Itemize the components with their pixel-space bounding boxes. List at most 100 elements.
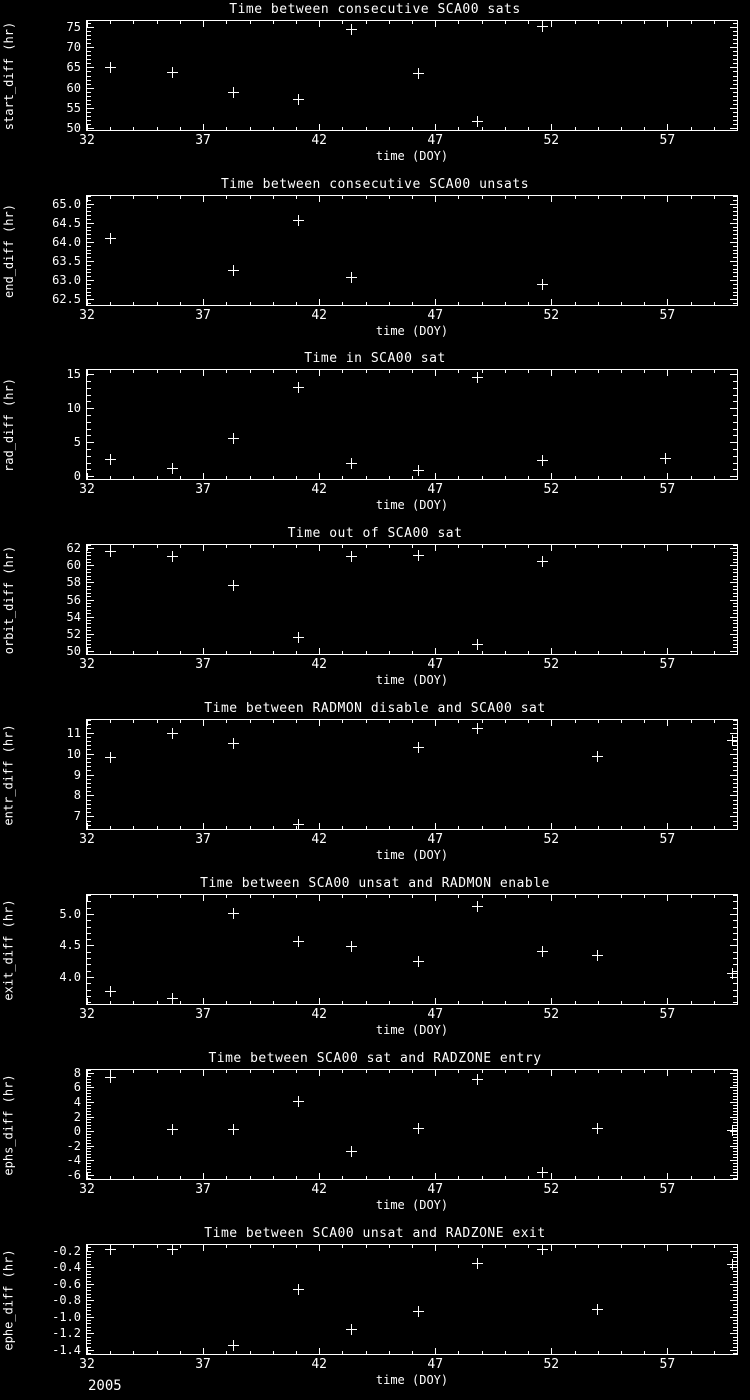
y-tick-minor-left [87, 1303, 91, 1305]
y-tick-minor-right [733, 394, 737, 396]
x-tick-label: 57 [659, 133, 676, 148]
x-tick-minor-bottom [133, 651, 135, 654]
y-tick-minor-left [87, 23, 91, 25]
y-tick-minor-left [87, 1151, 91, 1153]
y-tick-minor-left [87, 808, 91, 810]
x-tick-minor-top [156, 1070, 158, 1073]
x-tick-minor-top [713, 370, 715, 373]
y-tick-minor-right [733, 964, 737, 966]
x-tick-minor-top [342, 1070, 344, 1073]
x-tick-labels: 32 37 42 47 52 57 [79, 482, 738, 498]
y-tick-minor-left [87, 1070, 91, 1071]
y-tick-minor-left [87, 787, 91, 789]
x-tick-label: 37 [195, 657, 211, 672]
x-tick-major-top [551, 196, 553, 202]
y-tick-label: -0.4 [52, 1260, 81, 1275]
y-tick-minor-left [87, 545, 91, 546]
x-tick-minor-top [713, 1245, 715, 1248]
y-tick-major-right [730, 1316, 737, 1318]
x-tick-minor-bottom [528, 651, 530, 654]
x-tick-minor-bottom [481, 826, 483, 829]
x-tick-major-bottom [319, 1348, 321, 1354]
y-tick-minor-left [87, 257, 91, 259]
x-tick-minor-top [528, 1245, 530, 1248]
y-tick-major-right [730, 1145, 737, 1147]
data-point [167, 992, 179, 1004]
x-tick-minor-bottom [528, 1351, 530, 1354]
data-point [346, 271, 358, 283]
y-tick-minor-left [87, 1133, 91, 1135]
x-tick-label: 47 [427, 133, 444, 148]
x-tick-major-bottom [87, 1348, 88, 1354]
x-tick-label: 42 [311, 832, 327, 847]
y-tick-minor-right [733, 958, 737, 959]
x-tick-major-bottom [203, 124, 205, 130]
y-tick-minor-right [733, 592, 737, 594]
y-tick-major-right [730, 548, 737, 550]
x-tick-minor-top [226, 370, 228, 373]
x-tick-minor-top [110, 196, 112, 199]
x-tick-minor-bottom [179, 476, 181, 479]
x-tick-minor-top [249, 545, 251, 548]
data-point [413, 1305, 425, 1317]
x-tick-major-top [667, 370, 669, 376]
x-tick-minor-top [574, 545, 576, 548]
y-tick-label: 9 [73, 767, 81, 782]
x-tick-minor-top [179, 895, 181, 898]
x-tick-major-bottom [551, 1173, 553, 1179]
x-tick-minor-bottom [528, 127, 530, 130]
x-tick-minor-bottom [179, 1001, 181, 1004]
x-tick-minor-bottom [644, 127, 646, 130]
x-tick-major-top [319, 1070, 321, 1076]
y-tick-minor-left [87, 1084, 91, 1086]
y-tick-major-right [730, 27, 737, 29]
y-tick-major-right [730, 976, 737, 978]
y-tick-major-right [730, 222, 737, 224]
x-tick-minor-bottom [574, 1351, 576, 1354]
y-tick-minor-left [87, 215, 91, 217]
y-tick-minor-left [87, 1148, 91, 1150]
y-tick-minor-left [87, 291, 91, 293]
y-tick-minor-left [87, 39, 91, 41]
y-tick-minor-left [87, 749, 91, 751]
x-tick-major-top [551, 21, 553, 27]
y-tick-minor-left [87, 469, 91, 471]
y-tick-major-left [87, 633, 94, 635]
x-tick-minor-bottom [528, 1001, 530, 1004]
x-tick-minor-top [412, 720, 413, 723]
y-tick-minor-right [733, 31, 737, 33]
data-point [346, 457, 358, 469]
plot-frame [86, 719, 738, 830]
y-tick-minor-right [733, 920, 737, 922]
plot-frame [86, 1244, 738, 1355]
x-tick-minor-bottom [249, 1351, 251, 1354]
y-tick-label: 63.0 [52, 273, 81, 288]
y-tick-label: 11 [66, 725, 81, 740]
x-tick-minor-bottom [644, 1001, 646, 1004]
data-point [104, 546, 116, 558]
x-tick-minor-top [458, 720, 460, 723]
y-tick-minor-right [733, 387, 737, 389]
x-tick-minor-bottom [295, 302, 297, 305]
x-tick-major-top [435, 1245, 437, 1251]
x-tick-minor-top [226, 1070, 228, 1073]
x-tick-minor-top [388, 1245, 390, 1248]
y-tick-labels: 0 5 10 15 [0, 367, 86, 483]
y-tick-minor-right [733, 895, 737, 896]
x-tick-minor-bottom [295, 1176, 297, 1179]
x-tick-minor-top [458, 1245, 460, 1248]
data-point [104, 1072, 116, 1084]
x-tick-minor-top [365, 21, 367, 24]
y-tick-major-right [730, 1283, 737, 1285]
x-tick-minor-top [504, 370, 506, 373]
y-tick-minor-left [87, 103, 91, 105]
x-tick-minor-top [226, 895, 228, 898]
y-tick-minor-right [733, 226, 737, 228]
y-tick-minor-right [733, 778, 737, 780]
y-tick-minor-right [733, 435, 737, 437]
y-tick-label: 58 [66, 575, 81, 590]
y-tick-minor-left [87, 95, 91, 97]
y-tick-minor-left [87, 1293, 91, 1295]
y-tick-minor-left [87, 778, 91, 780]
